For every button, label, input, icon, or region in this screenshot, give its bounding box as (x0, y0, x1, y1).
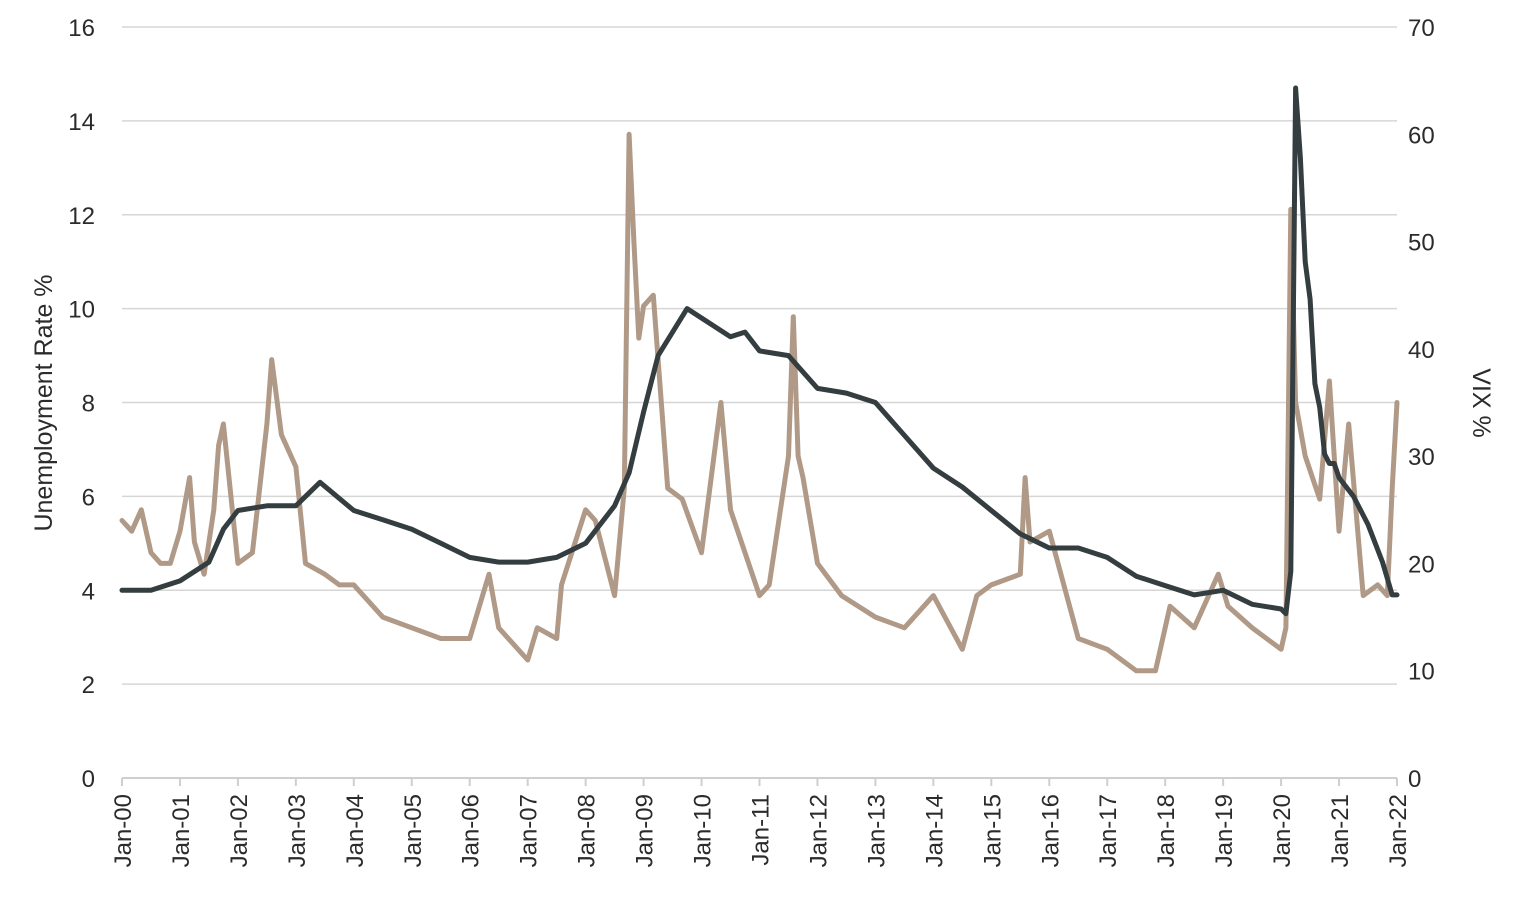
x-tick-label: Jan-04 (342, 794, 369, 867)
x-tick-label: Jan-05 (400, 794, 427, 867)
right-tick-label: 50 (1408, 230, 1435, 257)
x-tick-label: Jan-12 (805, 794, 832, 867)
x-tick-label: Jan-08 (574, 794, 601, 867)
right-tick-label: 30 (1408, 444, 1435, 471)
vix-series-line (119, 131, 1400, 674)
left-tick-label: 4 (82, 578, 95, 605)
left-tick-label: 2 (82, 672, 95, 699)
x-tick-label: Jan-15 (979, 794, 1006, 867)
left-tick-label: 10 (68, 297, 95, 324)
x-tick-label: Jan-06 (458, 794, 485, 867)
right-tick-label: 0 (1408, 766, 1421, 793)
x-tick-label: Jan-01 (168, 794, 195, 867)
x-tick-label: Jan-17 (1095, 794, 1122, 867)
x-tick-label: Jan-02 (226, 794, 253, 867)
left-tick-label: 16 (68, 15, 95, 42)
x-tick-label: Jan-19 (1211, 794, 1238, 867)
right-axis-title: VIX % (1467, 368, 1495, 437)
x-tick-label: Jan-14 (921, 794, 948, 867)
left-tick-label: 12 (68, 203, 95, 230)
series-layer (119, 85, 1400, 674)
right-axis-tick-labels: 0 10 20 30 40 50 60 70 (1408, 15, 1435, 793)
left-tick-label: 8 (82, 391, 95, 418)
x-tick-label: Jan-18 (1153, 794, 1180, 867)
left-axis-title: Unemployment Rate % (30, 274, 58, 531)
left-tick-label: 0 (82, 766, 95, 793)
x-tick-label: Jan-10 (690, 794, 717, 867)
x-axis: Jan-00 Jan-01 Jan-02 Jan-03 Jan-04 Jan-05 Jan-… (110, 777, 1412, 867)
right-tick-label: 60 (1408, 122, 1435, 149)
x-tick-label: Jan-09 (632, 794, 659, 867)
right-tick-label: 70 (1408, 15, 1435, 42)
x-tick-label: Jan-21 (1327, 794, 1354, 867)
x-tick-label: Jan-11 (748, 794, 775, 866)
unemployment-series-line (119, 85, 1400, 617)
x-tick-label: Jan-22 (1385, 794, 1412, 867)
gridlines (122, 26, 1397, 685)
x-tick-label: Jan-20 (1269, 794, 1296, 867)
x-tick-label: Jan-16 (1037, 794, 1064, 867)
left-tick-label: 6 (82, 484, 95, 511)
right-tick-label: 10 (1408, 659, 1435, 686)
left-tick-label: 14 (68, 109, 95, 136)
x-tick-label: Jan-00 (110, 794, 137, 867)
right-tick-label: 20 (1408, 551, 1435, 578)
left-axis-tick-labels: 0 2 4 6 8 10 12 14 16 (68, 15, 95, 793)
x-tick-label: Jan-03 (284, 794, 311, 867)
x-tick-label: Jan-07 (516, 794, 543, 867)
right-tick-label: 40 (1408, 337, 1435, 364)
x-tick-label: Jan-13 (863, 794, 890, 867)
